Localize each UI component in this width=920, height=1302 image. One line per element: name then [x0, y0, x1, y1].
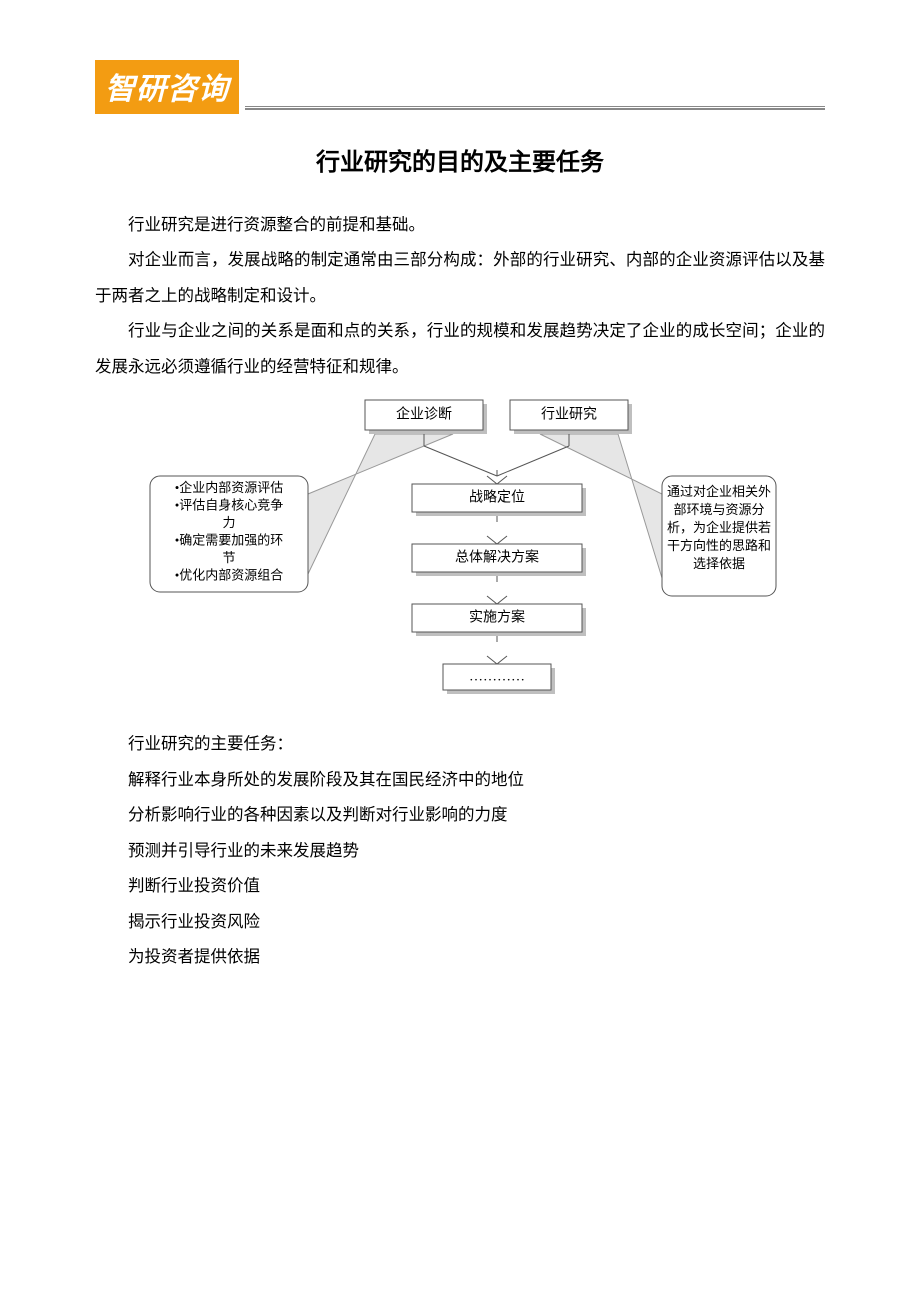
svg-text:•企业内部资源评估: •企业内部资源评估 — [175, 480, 284, 495]
page-title: 行业研究的目的及主要任务 — [95, 142, 825, 177]
paragraph-1: 行业研究是进行资源整合的前提和基础。 — [95, 207, 825, 242]
task-item-6: 为投资者提供依据 — [95, 939, 825, 974]
tasks-intro: 行业研究的主要任务： — [95, 726, 825, 761]
svg-text:•评估自身核心竞争: •评估自身核心竞争 — [175, 498, 284, 513]
task-item-3: 预测并引导行业的未来发展趋势 — [95, 833, 825, 868]
task-item-5: 揭示行业投资风险 — [95, 904, 825, 939]
document-page: 智研咨询 行业研究的目的及主要任务 行业研究是进行资源整合的前提和基础。 对企业… — [0, 0, 920, 1035]
paragraph-2: 对企业而言，发展战略的制定通常由三部分构成：外部的行业研究、内部的企业资源评估以… — [95, 242, 825, 313]
flow-diagram: 企业诊断 行业研究战略定位总体解决方案实施方案 ………… •企业内部资源评估 •评估自身… — [95, 394, 825, 714]
svg-text:节: 节 — [222, 550, 235, 565]
header-rule — [245, 106, 825, 110]
svg-text:…………: ………… — [469, 670, 525, 685]
svg-text:战略定位: 战略定位 — [469, 490, 525, 506]
logo: 智研咨询 — [95, 60, 239, 114]
svg-text:实施方案: 实施方案 — [469, 609, 525, 626]
paragraph-3: 行业与企业之间的关系是面和点的关系，行业的规模和发展趋势决定了企业的成长空间；企… — [95, 313, 825, 384]
flowchart-svg: 企业诊断 行业研究战略定位总体解决方案实施方案 ………… •企业内部资源评估 •评估自身… — [140, 394, 780, 714]
svg-text:析，为企业提供若: 析，为企业提供若 — [667, 520, 771, 535]
task-item-4: 判断行业投资价值 — [95, 868, 825, 903]
svg-text:部环境与资源分: 部环境与资源分 — [673, 502, 764, 517]
task-item-1: 解释行业本身所处的发展阶段及其在国民经济中的地位 — [95, 762, 825, 797]
svg-text:干方向性的思路和: 干方向性的思路和 — [667, 538, 771, 553]
svg-text:选择依据: 选择依据 — [693, 556, 745, 571]
svg-text:通过对企业相关外: 通过对企业相关外 — [667, 484, 771, 499]
svg-text:企业诊断: 企业诊断 — [396, 406, 452, 423]
task-item-2: 分析影响行业的各种因素以及判断对行业影响的力度 — [95, 797, 825, 832]
svg-text:力: 力 — [222, 515, 235, 530]
header: 智研咨询 — [95, 60, 825, 114]
svg-text:行业研究: 行业研究 — [541, 407, 597, 423]
svg-text:•确定需要加强的环: •确定需要加强的环 — [175, 533, 284, 548]
svg-text:总体解决方案: 总体解决方案 — [455, 549, 539, 566]
svg-text:•优化内部资源组合: •优化内部资源组合 — [175, 568, 284, 583]
tasks-section: 行业研究的主要任务： 解释行业本身所处的发展阶段及其在国民经济中的地位 分析影响… — [95, 726, 825, 974]
